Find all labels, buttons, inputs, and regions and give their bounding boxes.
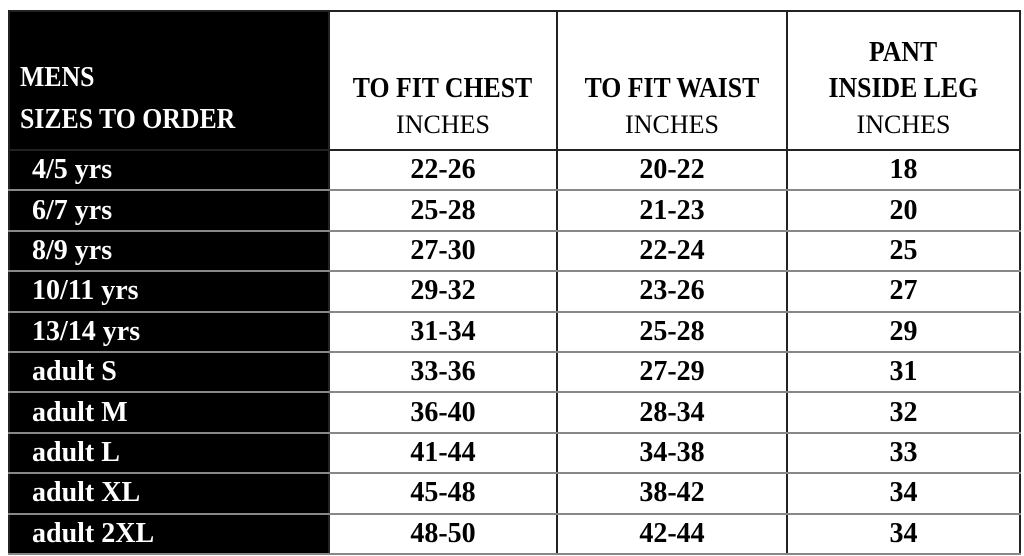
header-chest-title: TO FIT CHEST (353, 73, 533, 104)
table-row: adult 2XL 48-50 42-44 34 (8, 512, 1021, 555)
header-sizes: MENS SIZES TO ORDER (8, 10, 330, 151)
size-cell: adult 2XL (8, 512, 330, 555)
chest-cell: 36-40 (328, 391, 558, 434)
leg-cell: 20 (786, 189, 1021, 232)
leg-cell: 34 (786, 472, 1021, 515)
waist-cell: 38-42 (556, 472, 788, 515)
size-cell: adult M (8, 391, 330, 434)
table-row: 6/7 yrs 25-28 21-23 20 (8, 189, 1021, 232)
waist-cell: 22-24 (556, 229, 788, 273)
table-row: adult L 41-44 34-38 33 (8, 431, 1021, 475)
leg-cell: 27 (786, 270, 1021, 313)
waist-cell: 25-28 (556, 310, 788, 353)
size-cell: 13/14 yrs (8, 310, 330, 353)
table-row: 13/14 yrs 31-34 25-28 29 (8, 310, 1021, 353)
header-chest-unit: INCHES (396, 110, 490, 139)
header-waist: TO FIT WAIST INCHES (556, 10, 788, 151)
waist-cell: 28-34 (556, 391, 788, 434)
header-waist-title: TO FIT WAIST (584, 73, 760, 104)
header-leg: PANT INSIDE LEG INCHES (786, 10, 1021, 151)
header-leg-title-2: INSIDE LEG (828, 73, 979, 104)
header-sizes-line2: SIZES TO ORDER (20, 104, 236, 135)
size-cell: adult L (8, 431, 330, 475)
header-leg-title-1: PANT (869, 37, 938, 68)
chest-cell: 33-36 (328, 350, 558, 394)
header-chest: TO FIT CHEST INCHES (328, 10, 558, 151)
leg-cell: 25 (786, 229, 1021, 273)
table-row: adult M 36-40 28-34 32 (8, 391, 1021, 434)
chest-cell: 31-34 (328, 310, 558, 353)
waist-cell: 23-26 (556, 270, 788, 313)
chest-cell: 29-32 (328, 270, 558, 313)
chest-cell: 27-30 (328, 229, 558, 273)
size-chart-table: MENS SIZES TO ORDER TO FIT CHEST INCHES … (8, 10, 1021, 555)
size-cell: 6/7 yrs (8, 189, 330, 232)
table-row: 8/9 yrs 27-30 22-24 25 (8, 229, 1021, 273)
size-cell: adult S (8, 350, 330, 394)
waist-cell: 21-23 (556, 189, 788, 232)
chest-cell: 48-50 (328, 512, 558, 555)
waist-cell: 27-29 (556, 350, 788, 394)
header-leg-unit: INCHES (856, 110, 951, 139)
table-row: adult XL 45-48 38-42 34 (8, 472, 1021, 515)
table-row: adult S 33-36 27-29 31 (8, 350, 1021, 394)
table-row: 10/11 yrs 29-32 23-26 27 (8, 270, 1021, 313)
chest-cell: 22-26 (328, 148, 558, 192)
header-waist-unit: INCHES (625, 110, 719, 139)
size-cell: 8/9 yrs (8, 229, 330, 273)
waist-cell: 20-22 (556, 148, 788, 192)
leg-cell: 29 (786, 310, 1021, 353)
header-sizes-line1: MENS (20, 62, 95, 93)
size-cell: 4/5 yrs (8, 148, 330, 192)
waist-cell: 34-38 (556, 431, 788, 475)
leg-cell: 32 (786, 391, 1021, 434)
leg-cell: 31 (786, 350, 1021, 394)
size-cell: adult XL (8, 472, 330, 515)
chest-cell: 41-44 (328, 431, 558, 475)
leg-cell: 33 (786, 431, 1021, 475)
size-cell: 10/11 yrs (8, 270, 330, 313)
header-row: MENS SIZES TO ORDER TO FIT CHEST INCHES … (8, 10, 1021, 151)
leg-cell: 18 (786, 148, 1021, 192)
table-row: 4/5 yrs 22-26 20-22 18 (8, 148, 1021, 192)
waist-cell: 42-44 (556, 512, 788, 555)
chest-cell: 45-48 (328, 472, 558, 515)
chest-cell: 25-28 (328, 189, 558, 232)
leg-cell: 34 (786, 512, 1021, 555)
